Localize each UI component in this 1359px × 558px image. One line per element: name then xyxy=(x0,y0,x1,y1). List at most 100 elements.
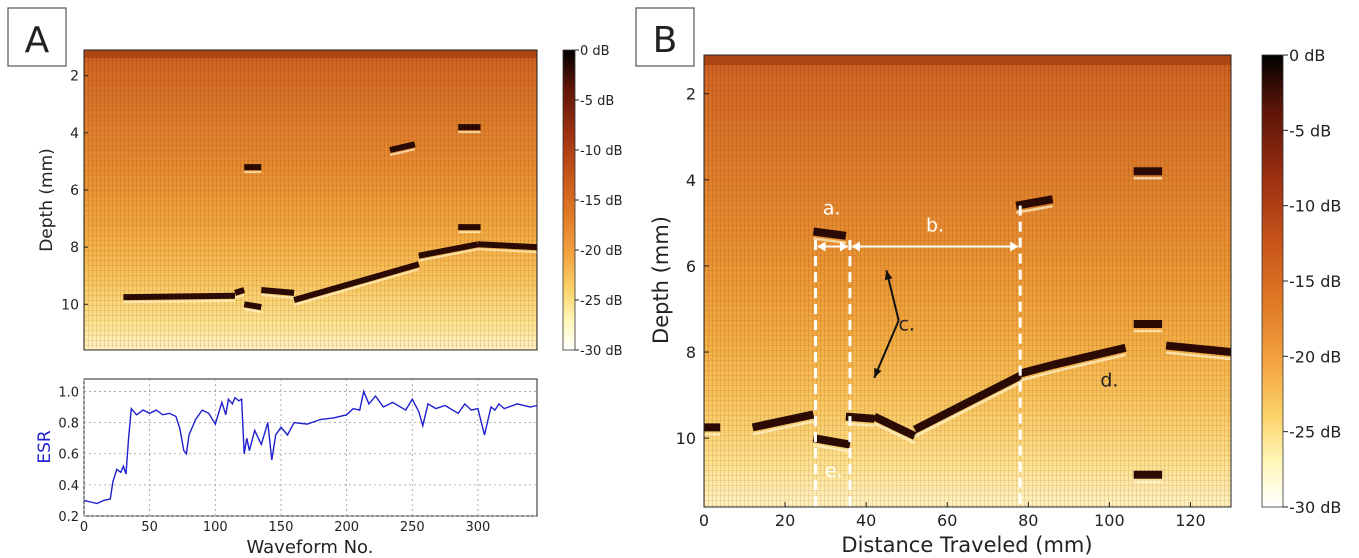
esr-xtick-2: 100 xyxy=(203,520,228,535)
cbar-a-label-4: -20 dB xyxy=(580,244,623,259)
panel-b-colorbar: 0 dB -5 dB -10 dB -15 dB -20 dB -25 dB -30 dB xyxy=(1261,46,1341,517)
interface-b-3 xyxy=(812,227,847,240)
panel-b-letter-box: B xyxy=(635,7,695,67)
interface-a-echo-3 xyxy=(261,294,295,299)
interface-a-echo-6 xyxy=(477,248,537,254)
interface-a-5 xyxy=(418,241,479,259)
cbar-a-label-5: -25 dB xyxy=(580,294,623,309)
interface-b-echo-13 xyxy=(1166,351,1231,361)
esr-xtick-0: 0 xyxy=(80,520,88,535)
arrow-c-head-1 xyxy=(874,367,882,378)
interface-a-echo-0 xyxy=(123,299,236,304)
panel-a-letter-box: A xyxy=(7,7,67,67)
interface-a-8 xyxy=(389,141,416,153)
cbar-a-label-6: -30 dB xyxy=(580,344,623,359)
xtick-b-label-6: 120 xyxy=(1175,511,1206,530)
interface-b-6 xyxy=(912,372,1023,434)
ytick-a-label-3: 8 xyxy=(70,240,79,256)
cbar-b-label-5: -25 dB xyxy=(1289,423,1341,442)
cbar-a-label-1: -5 dB xyxy=(580,94,614,109)
xtick-b-label-0: 0 xyxy=(699,511,709,530)
xtick-b-label-3: 60 xyxy=(937,511,957,530)
cbar-a-label-0: 0 dB xyxy=(580,44,610,59)
interface-a-echo-5 xyxy=(418,248,479,262)
esr-xtick-4: 200 xyxy=(334,520,359,535)
panel-a-letter: A xyxy=(25,20,50,61)
cbar-b-label-3: -15 dB xyxy=(1289,272,1341,291)
cbar-b-label-4: -20 dB xyxy=(1289,347,1341,366)
panel-a-yticks: 2 4 6 8 10 xyxy=(61,69,88,313)
interface-b-echo-7 xyxy=(1015,204,1053,214)
interface-a-0 xyxy=(123,292,236,301)
cbar-a-label-3: -15 dB xyxy=(580,194,623,209)
esr-ytick-2: 0.6 xyxy=(58,448,79,463)
interface-a-3 xyxy=(261,287,295,296)
cbar-b-label-2: -10 dB xyxy=(1289,197,1341,216)
panel-b: B a. b. c. d. e. Depth (mm) Distance Travele… xyxy=(635,7,1341,557)
arrow-a-head-left xyxy=(817,241,826,252)
interface-b-8 xyxy=(1019,361,1054,378)
esr-xtick-1: 50 xyxy=(141,520,158,535)
interface-a-4 xyxy=(293,261,420,303)
interface-b-9 xyxy=(1051,343,1127,369)
interface-b-7 xyxy=(1015,195,1054,210)
esr-ytick-4: 1.0 xyxy=(58,385,79,400)
esr-ytick-1: 0.4 xyxy=(58,479,79,494)
xtick-b-label-4: 80 xyxy=(1018,511,1038,530)
esr-xtick-6: 300 xyxy=(465,520,490,535)
esr-xlabel: Waveform No. xyxy=(247,537,374,558)
interface-b-13 xyxy=(1165,341,1231,357)
interface-b-5 xyxy=(872,412,917,440)
interface-b-1 xyxy=(751,410,815,432)
ytick-a-label-0: 2 xyxy=(70,69,79,85)
arrow-c-1 xyxy=(873,320,900,379)
esr-xtick-5: 250 xyxy=(400,520,425,535)
interface-b-echo-5 xyxy=(873,422,916,445)
interface-b-echo-8 xyxy=(1019,370,1053,382)
xtick-b-label-5: 100 xyxy=(1094,511,1125,530)
xtick-b-label-1: 20 xyxy=(775,511,795,530)
arrow-b-head-right xyxy=(1010,241,1019,252)
panel-b-xlabel: Distance Traveled (mm) xyxy=(841,533,1092,557)
ytick-b-label-3: 8 xyxy=(686,343,696,362)
interface-a-2 xyxy=(243,301,262,311)
arrow-c-head-0 xyxy=(884,270,893,281)
ytick-b-label-1: 4 xyxy=(686,171,696,190)
arrow-a-head-right xyxy=(839,241,848,252)
interface-a-echo-2 xyxy=(244,308,262,314)
interface-b-echo-9 xyxy=(1052,353,1126,374)
esr-ylabel: ESR xyxy=(35,430,55,464)
panel-a-colorbar: 0 dB -5 dB -10 dB -15 dB -20 dB -25 dB -30 dB xyxy=(562,44,623,359)
ytick-a-label-1: 4 xyxy=(70,126,79,142)
annotation-b: b. xyxy=(926,214,944,236)
ytick-a-label-4: 10 xyxy=(61,297,79,313)
panel-a-heatmap xyxy=(84,50,537,350)
panel-a-esr: 0.2 0.4 0.6 0.8 1.0 0 50 100 150 200 250 300 ESR Wa… xyxy=(35,378,538,558)
interface-a-1 xyxy=(234,287,246,296)
interface-a-echo-4 xyxy=(293,268,420,306)
cbar-b-label-0: 0 dB xyxy=(1289,46,1325,65)
panel-b-letter: B xyxy=(653,20,678,61)
annotation-a: a. xyxy=(823,197,841,219)
interface-a-echo-8 xyxy=(389,148,416,156)
interface-b-echo-6 xyxy=(914,381,1021,438)
annotation-e: e. xyxy=(825,460,843,482)
cbar-b-label-1: -5 dB xyxy=(1289,121,1331,140)
xtick-b-label-2: 40 xyxy=(856,511,876,530)
annotation-c: c. xyxy=(898,314,915,336)
interface-b-echo-1 xyxy=(752,420,814,436)
esr-xtick-3: 150 xyxy=(269,520,294,535)
ytick-b-label-0: 2 xyxy=(686,85,696,104)
interface-a-echo-1 xyxy=(234,294,245,299)
esr-ytick-3: 0.8 xyxy=(58,417,79,432)
annotation-d: d. xyxy=(1100,369,1118,391)
cbar-b-label-6: -30 dB xyxy=(1289,498,1341,517)
ytick-b-label-2: 6 xyxy=(686,257,696,276)
interface-a-6 xyxy=(477,241,537,251)
cbar-a-label-2: -10 dB xyxy=(580,144,623,159)
esr-ytick-0: 0.2 xyxy=(58,510,79,525)
panel-b-heatmap xyxy=(704,55,1231,507)
ytick-a-label-2: 6 xyxy=(70,183,79,199)
panel-a-ylabel: Depth (mm) xyxy=(37,148,57,252)
panel-b-ylabel: Depth (mm) xyxy=(649,216,673,344)
